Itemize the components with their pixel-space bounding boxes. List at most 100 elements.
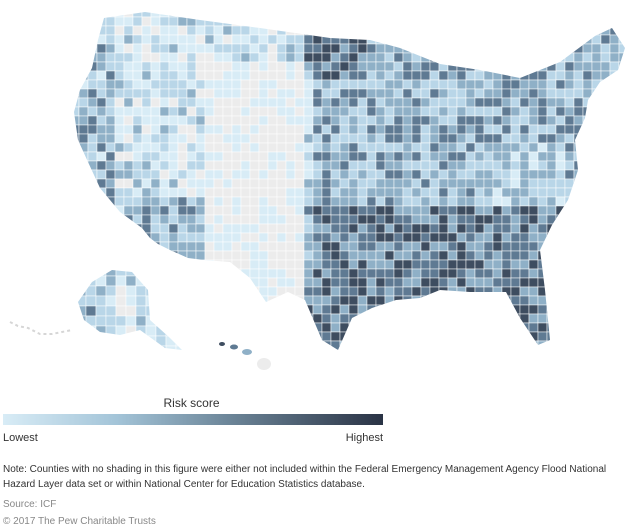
county-cell [546,295,557,306]
county-cell [555,115,566,126]
county-cell [528,232,539,243]
county-cell [240,151,251,162]
county-cell [456,88,467,99]
county-cell [204,223,215,234]
county-cell [87,97,98,108]
county-cell [168,160,179,171]
county-cell [420,232,431,243]
county-cell [609,313,620,324]
county-cell [411,12,422,18]
county-cell [78,61,89,72]
county-cell [303,133,314,144]
county-cell [483,88,494,99]
county-cell [465,97,476,108]
county-cell [141,259,152,270]
county-cell [168,277,179,288]
county-cell [168,241,179,252]
county-cell [168,97,179,108]
county-cell [95,325,107,337]
county-cell [447,115,458,126]
county-cell [213,61,224,72]
county-cell [447,187,458,198]
county-cell [600,277,611,288]
county-cell [628,242,634,251]
county-cell [105,160,116,171]
county-cell [447,178,458,189]
county-cell [609,178,620,189]
county-cell [249,196,260,207]
county-cell [591,61,602,72]
county-cell [74,232,80,243]
county-cell [177,169,188,180]
county-cell [204,142,215,153]
county-cell [600,196,611,207]
county-cell [573,142,584,153]
county-cell [123,12,134,18]
county-cell [177,313,188,324]
county-cell [573,151,584,162]
county-cell [74,25,80,36]
county-cell [195,169,206,180]
county-cell [177,214,188,225]
county-cell [492,70,503,81]
county-cell [420,304,431,315]
county-cell [573,52,584,63]
county-cell [303,52,314,63]
county-cell [474,286,485,297]
county-cell [74,12,80,18]
county-cell [628,116,634,125]
county-cell [429,241,440,252]
county-cell [114,16,125,27]
county-cell [456,331,467,342]
county-cell [330,295,341,306]
county-cell [267,169,278,180]
county-cell [114,178,125,189]
county-cell [375,259,386,270]
county-cell [501,304,512,315]
county-cell [411,70,422,81]
county-cell [231,313,242,324]
county-cell [366,79,377,90]
county-cell [330,223,341,234]
county-cell [186,223,197,234]
county-cell [555,331,566,342]
county-cell [96,160,107,171]
county-cell [447,25,458,36]
county-cell [339,196,350,207]
county-cell [132,16,143,27]
county-cell [366,12,377,18]
county-cell [483,16,494,27]
county-cell [609,205,620,216]
county-cell [420,313,431,324]
county-cell [159,196,170,207]
county-cell [150,304,161,315]
county-cell [330,322,341,333]
county-cell [330,178,341,189]
county-cell [74,304,80,315]
county-cell [249,331,260,342]
county-cell [96,79,107,90]
county-cell [375,322,386,333]
county-cell [438,88,449,99]
county-cell [240,43,251,54]
county-cell [582,106,593,117]
county-cell [145,325,157,337]
county-cell [411,133,422,144]
county-cell [294,322,305,333]
county-cell [168,232,179,243]
county-cell [159,187,170,198]
county-cell [555,12,566,18]
county-cell [231,133,242,144]
county-cell [402,268,413,279]
county-cell [357,43,368,54]
county-cell [159,349,170,350]
county-cell [420,106,431,117]
county-cell [186,106,197,117]
county-cell [402,322,413,333]
county-cell [204,295,215,306]
county-cell [582,196,593,207]
county-cell [429,277,440,288]
county-cell [123,124,134,135]
county-cell [95,315,107,327]
county-cell [303,223,314,234]
